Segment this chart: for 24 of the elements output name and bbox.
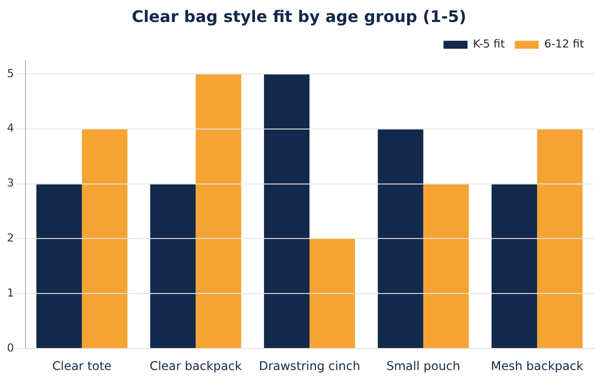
bar <box>36 184 82 348</box>
bar <box>310 238 356 348</box>
x-tick-label: Drawstring cinch <box>258 358 360 373</box>
y-tick-label: 4 <box>7 122 14 135</box>
bar <box>150 184 196 348</box>
x-tick-label: Clear backpack <box>150 358 242 373</box>
bar <box>537 128 583 348</box>
y-tick-label: 5 <box>7 66 14 80</box>
legend-label: 6-12 fit <box>544 38 585 51</box>
chart-title: Clear bag style fit by age group (1-5) <box>132 6 466 26</box>
legend-label: K-5 fit <box>473 38 506 51</box>
y-tick-label: 0 <box>7 341 14 354</box>
y-tick-label: 2 <box>7 232 14 245</box>
y-tick-label: 3 <box>7 176 14 190</box>
bar <box>196 74 242 348</box>
x-tick-label: Mesh backpack <box>490 358 584 373</box>
bar <box>492 184 538 348</box>
x-tick-label: Clear tote <box>52 358 112 373</box>
bar <box>378 128 424 348</box>
bar <box>264 74 310 348</box>
bar <box>423 184 469 348</box>
x-tick-label: Small pouch <box>386 358 460 373</box>
bar <box>82 128 128 348</box>
y-tick-label: 1 <box>7 286 14 300</box>
